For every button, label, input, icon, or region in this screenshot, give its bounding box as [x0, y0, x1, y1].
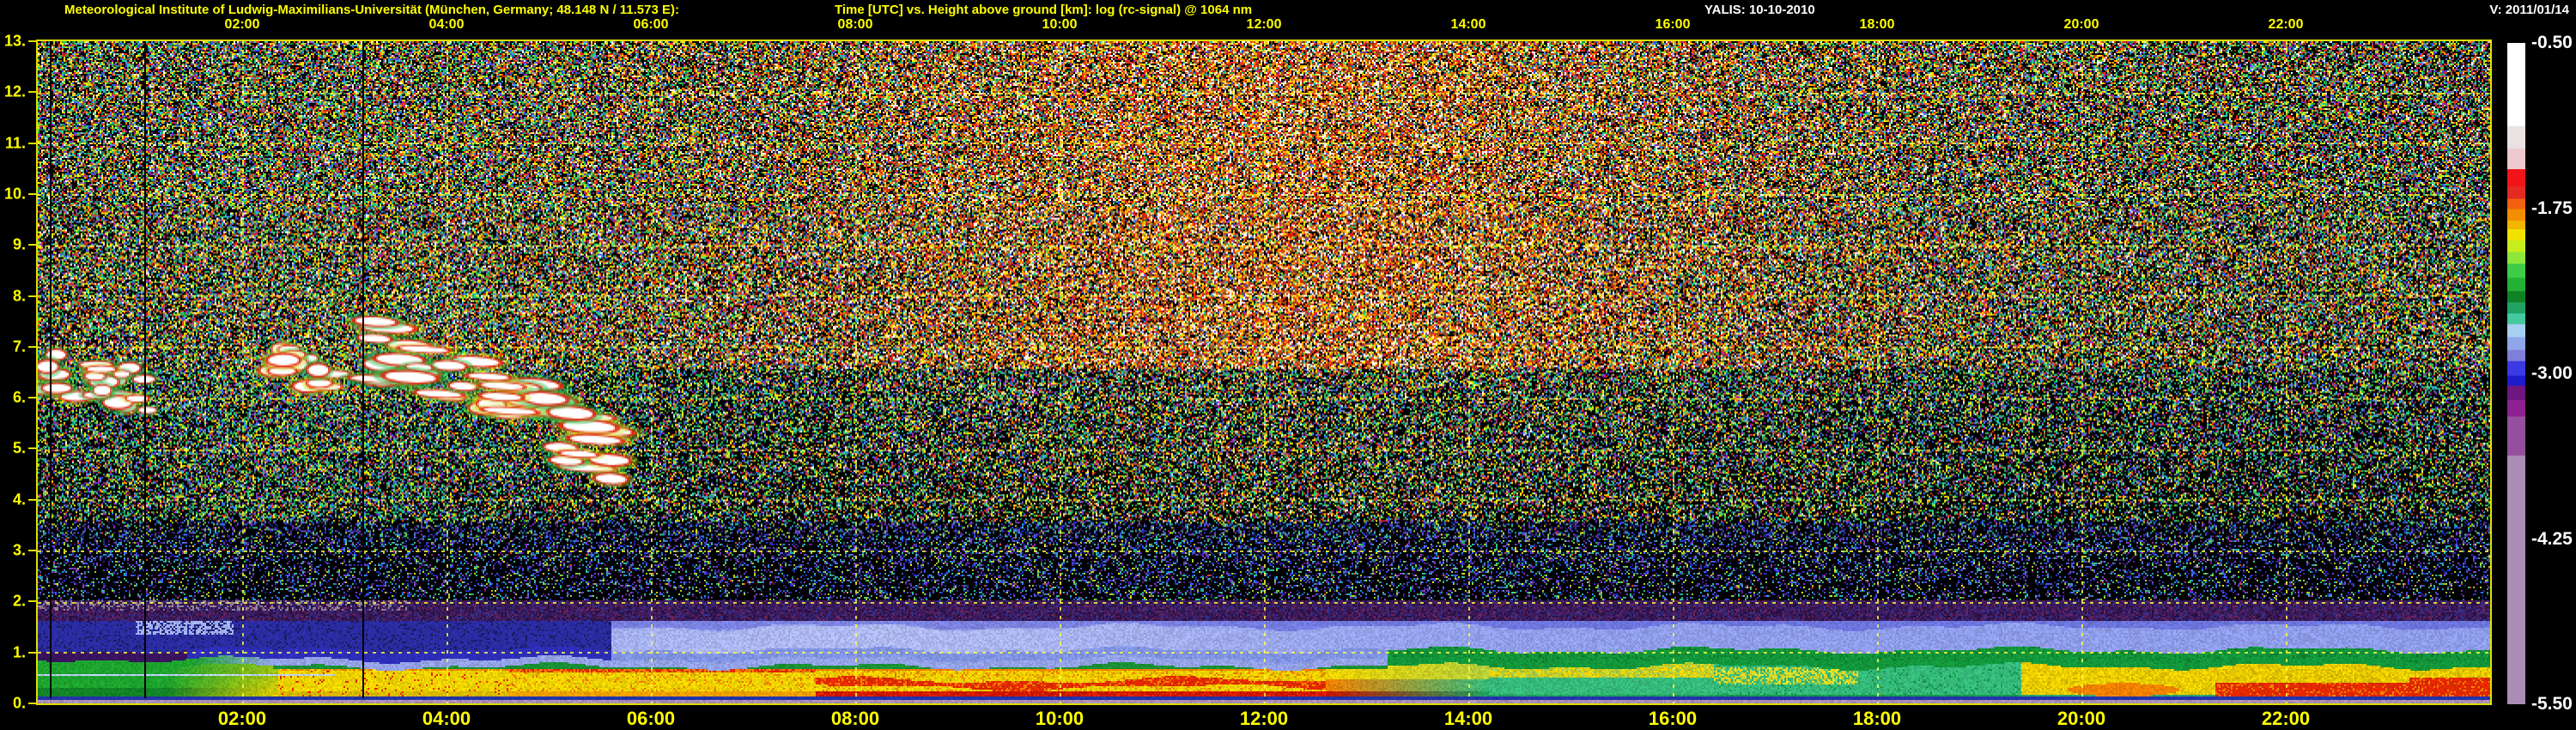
height-tick-label: 2.: [12, 592, 26, 610]
time-tick-label-bottom: 18:00: [1852, 708, 1902, 729]
time-tick-label-top: 08:00: [837, 17, 873, 32]
time-tick-label-bottom: 04:00: [422, 708, 471, 729]
height-tick-label: 4.: [12, 490, 26, 508]
time-tick-label-bottom: 02:00: [217, 708, 267, 729]
time-tick-label-top: 12:00: [1246, 17, 1282, 32]
height-tick-label: 3.: [12, 541, 26, 559]
time-tick-label-bottom: 08:00: [830, 708, 880, 729]
time-tick-label-top: 20:00: [2063, 17, 2099, 32]
time-tick-label-bottom: 22:00: [2261, 708, 2311, 729]
time-tick-label-top: 04:00: [428, 17, 465, 32]
height-tick-mark: [28, 600, 36, 603]
height-tick-mark: [28, 142, 36, 144]
height-tick-mark: [28, 651, 36, 654]
height-tick-label: 1.: [12, 643, 26, 661]
colorbar: [2507, 43, 2525, 704]
colorbar-tick-label: -1.75: [2531, 198, 2573, 218]
time-tick-label-top: 14:00: [1450, 17, 1486, 32]
time-tick-label-top: 16:00: [1655, 17, 1691, 32]
height-tick-label: 11.: [4, 134, 26, 152]
institute-label: Meteorological Institute of Ludwig-Maxim…: [64, 3, 679, 17]
time-tick-label-bottom: 20:00: [2057, 708, 2106, 729]
time-tick-label-top: 22:00: [2268, 17, 2304, 32]
time-tick-label-top: 02:00: [224, 17, 260, 32]
plot-frame: [36, 40, 2492, 705]
height-tick-mark: [28, 447, 36, 450]
height-tick-mark: [28, 345, 36, 348]
time-tick-label-bottom: 10:00: [1035, 708, 1084, 729]
height-tick-mark: [28, 91, 36, 94]
height-tick-mark: [28, 498, 36, 501]
plot-title: Time [UTC] vs. Height above ground [km]:…: [835, 3, 1253, 17]
colorbar-tick-label: -5.50: [2531, 694, 2573, 714]
height-tick-label: 12.: [3, 82, 26, 100]
colorbar-tick-label: -0.50: [2531, 33, 2573, 52]
time-tick-label-top: 06:00: [633, 17, 669, 32]
time-tick-label-bottom: 14:00: [1443, 708, 1493, 729]
height-tick-mark: [28, 244, 36, 246]
time-tick-label-bottom: 12:00: [1239, 708, 1289, 729]
height-tick-mark: [28, 295, 36, 297]
height-tick-label: 0.: [12, 694, 26, 712]
colorbar-tick-label: -4.25: [2531, 528, 2573, 549]
version-label: V: 2011/01/14: [2489, 3, 2569, 17]
height-tick-mark: [28, 550, 36, 552]
height-tick-label: 7.: [12, 338, 26, 356]
lidar-heatmap-canvas: [38, 41, 2490, 703]
height-tick-mark: [28, 40, 36, 42]
time-tick-label-bottom: 16:00: [1648, 708, 1698, 729]
height-tick-label: 13.: [3, 32, 26, 50]
height-tick-label: 6.: [12, 388, 26, 406]
height-tick-label: 9.: [12, 235, 26, 253]
height-tick-mark: [28, 192, 36, 195]
height-tick-mark: [28, 397, 36, 399]
height-tick-label: 5.: [12, 439, 26, 457]
time-tick-label-bottom: 06:00: [626, 708, 676, 729]
instrument-date-label: YALIS: 10-10-2010: [1704, 3, 1815, 17]
time-tick-label-top: 10:00: [1042, 17, 1078, 32]
colorbar-tick-label: -3.00: [2531, 363, 2573, 383]
height-tick-label: 10.: [3, 185, 26, 203]
height-tick-mark: [28, 703, 36, 704]
height-tick-label: 8.: [12, 287, 26, 305]
time-tick-label-top: 18:00: [1859, 17, 1895, 32]
